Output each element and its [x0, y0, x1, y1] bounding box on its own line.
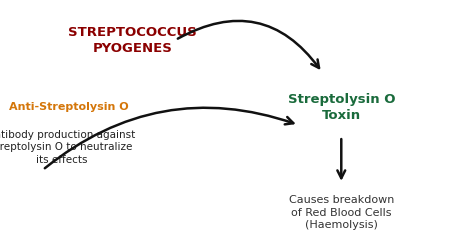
Text: Streptolysin O
Toxin: Streptolysin O Toxin — [288, 93, 395, 122]
Text: antibody production against
streptolysin O to neutralize
its effects: antibody production against streptolysin… — [0, 130, 135, 165]
Text: STREPTOCOCCUS
PYOGENES: STREPTOCOCCUS PYOGENES — [68, 26, 197, 54]
Text: Causes breakdown
of Red Blood Cells
(Haemolysis): Causes breakdown of Red Blood Cells (Hae… — [289, 195, 394, 230]
Text: Anti-Streptolysin O: Anti-Streptolysin O — [9, 102, 129, 113]
